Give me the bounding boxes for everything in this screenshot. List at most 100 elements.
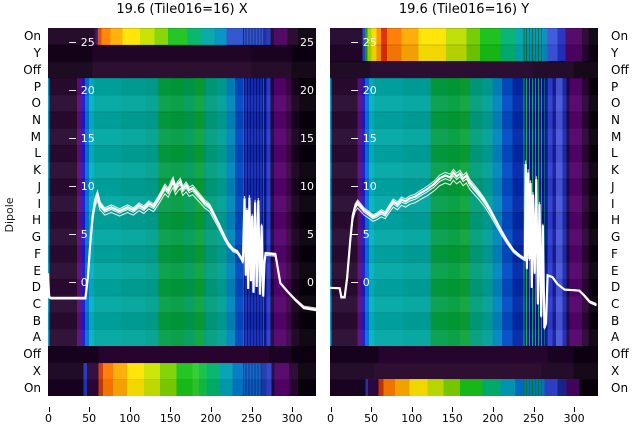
row-label-left: E <box>33 263 41 278</box>
row-label-right: K <box>611 163 619 178</box>
x-tick-label: 250 <box>241 412 263 425</box>
x-tick <box>210 407 212 412</box>
inner-ytick-left: − 5 <box>350 228 370 241</box>
x-tick-label: 150 <box>159 412 181 425</box>
inner-ytick-left: − 10 <box>350 180 377 193</box>
bandpass-trace <box>330 160 597 330</box>
inner-ytick-left: − 0 <box>68 276 88 289</box>
row-label-left: H <box>31 213 41 228</box>
row-label-right: M <box>611 129 622 144</box>
row-label-left: P <box>33 79 41 94</box>
inner-ytick-left: − 15 <box>68 132 95 145</box>
row-label-right: On <box>611 380 629 395</box>
row-label-right: H <box>611 213 621 228</box>
x-tick-label: 150 <box>441 412 463 425</box>
row-label-right: B <box>611 313 620 328</box>
row-label-left: I <box>37 196 41 211</box>
x-tick <box>371 407 373 412</box>
row-label-right: Off <box>611 347 629 362</box>
inner-ytick-left: − 20 <box>350 84 377 97</box>
x-tick <box>533 407 535 412</box>
row-label-right: C <box>611 297 620 311</box>
row-labels-left: On Y Off P O N M L K J I H G F E D C B A Off X On <box>0 0 41 440</box>
row-label-right: P <box>611 79 619 94</box>
heatmap-row-band <box>330 345 598 363</box>
x-tick-label: 50 <box>364 412 379 425</box>
inner-ytick-right: 25 <box>300 36 314 49</box>
panel-x-title: 19.6 (Tile016=16) X <box>116 2 248 17</box>
row-label-right: L <box>611 146 618 161</box>
row-label-left: O <box>31 96 41 111</box>
x-tick <box>411 407 413 412</box>
row-label-left: Off <box>23 347 41 362</box>
heatmap-row-band <box>330 61 598 79</box>
x-tick-label: 300 <box>563 412 585 425</box>
bandpass-line <box>48 182 316 310</box>
row-label-right: Y <box>611 46 619 61</box>
inner-ytick-left: − 10 <box>68 180 95 193</box>
row-label-right: D <box>611 280 621 295</box>
x-tick <box>48 407 50 412</box>
x-tick <box>129 407 131 412</box>
inner-ytick-left: − 0 <box>350 276 370 289</box>
x-tick-label: 200 <box>200 412 222 425</box>
row-label-left: L <box>34 146 41 161</box>
bandpass-trace <box>48 175 316 312</box>
row-label-left: C <box>32 297 41 311</box>
row-label-right: N <box>611 113 620 127</box>
row-label-right: E <box>611 263 619 278</box>
heatmap-row-band <box>48 362 316 396</box>
row-label-left: N <box>32 113 41 127</box>
inner-ytick-left: − 15 <box>350 132 377 145</box>
row-label-right: F <box>611 246 618 261</box>
heatmap-row-band <box>48 28 316 45</box>
x-tick <box>330 407 332 412</box>
row-label-left: G <box>31 230 41 245</box>
inner-ytick-left: − 25 <box>68 36 95 49</box>
inner-ytick-left: − 25 <box>350 36 377 49</box>
heatmap-row-band <box>330 379 598 396</box>
x-tick <box>574 407 576 412</box>
x-tick-label: 250 <box>523 412 545 425</box>
panel-y-title: 19.6 (Tile016=16) Y <box>398 2 530 17</box>
row-label-left: M <box>30 129 41 144</box>
x-tick-label: 100 <box>119 412 141 425</box>
bandpass-line <box>48 175 316 312</box>
x-tick <box>292 407 294 412</box>
inner-ytick-right: 10 <box>300 180 314 193</box>
heatmap-row-band <box>330 28 598 62</box>
x-tick-label: 300 <box>281 412 303 425</box>
row-labels-right: On Y Off P O N M L K J I H G F E D C B A Off X On <box>611 0 640 440</box>
x-tick-label: 0 <box>45 412 52 425</box>
x-tick <box>452 407 454 412</box>
row-label-left: A <box>32 330 41 345</box>
x-tick <box>89 407 91 412</box>
row-label-left: D <box>31 280 41 295</box>
row-label-right: O <box>611 96 621 111</box>
heatmap-panel-x: − 25 25 − 20 20 − 15 15 − 10 10 − 5 5 − 0 0 <box>48 28 316 396</box>
x-tick-label: 0 <box>327 412 334 425</box>
row-label-right: I <box>611 196 615 211</box>
row-label-left: K <box>33 163 41 178</box>
row-label-left: On <box>23 380 41 395</box>
row-label-left: J <box>37 179 41 194</box>
x-tick-label: 100 <box>401 412 423 425</box>
x-tick-label: 50 <box>82 412 97 425</box>
heatmap-row-band <box>330 78 598 346</box>
bandpass-line <box>330 172 597 326</box>
inner-ytick-left: − 5 <box>68 228 88 241</box>
x-tick <box>170 407 172 412</box>
heatmap-row-band <box>48 44 316 79</box>
inner-ytick-right: 15 <box>300 132 314 145</box>
inner-ytick-left: − 20 <box>68 84 95 97</box>
x-tick <box>251 407 253 412</box>
row-label-right: J <box>611 179 615 194</box>
inner-ytick-right: 0 <box>307 276 314 289</box>
heatmap-row-band <box>330 362 598 380</box>
x-tick <box>492 407 494 412</box>
heatmap-panel-y: − 25 − 20 − 15 − 10 − 5 − 0 <box>330 28 598 396</box>
row-label-left: On <box>23 29 41 44</box>
bandpass-line <box>48 186 316 309</box>
inner-ytick-right: 20 <box>300 84 314 97</box>
